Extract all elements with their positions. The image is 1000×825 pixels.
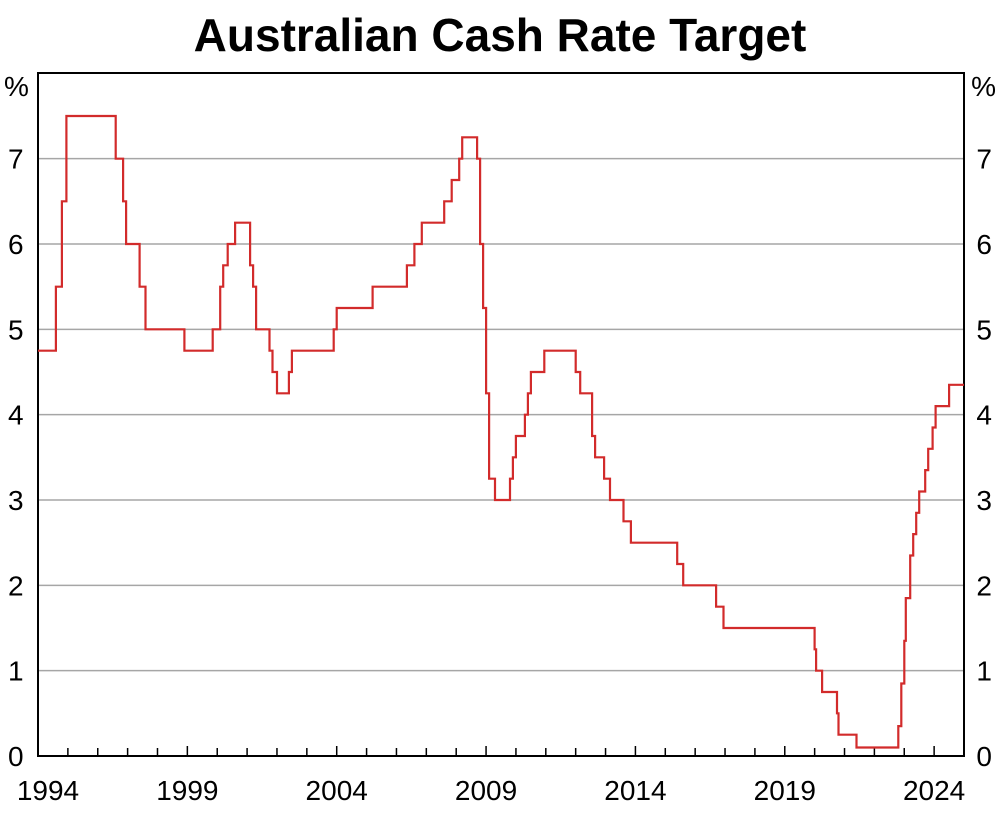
y-tick-label-right: 5 <box>976 314 992 345</box>
y-tick-label-left: 2 <box>8 570 24 601</box>
y-tick-label-left: 5 <box>8 314 24 345</box>
grid-lines <box>38 157 964 672</box>
y-axis-left-unit: % <box>4 71 29 102</box>
y-axis-right-labels: 0 1 2 3 4 5 6 7 <box>976 144 992 772</box>
plot-area-frame <box>37 72 965 757</box>
y-tick-label-right: 4 <box>976 400 992 431</box>
y-axis-left-labels: 0 1 2 3 4 5 6 7 <box>8 144 24 772</box>
y-tick-label-left: 3 <box>8 485 24 516</box>
y-tick-label-left: 1 <box>8 656 24 687</box>
x-axis-labels: 1994 1999 2004 2009 2014 2019 2024 <box>17 775 965 806</box>
cash-rate-series-line <box>38 114 964 749</box>
x-tick-label: 1999 <box>156 775 218 806</box>
x-tick-label: 2009 <box>455 775 517 806</box>
y-tick-label-right: 0 <box>976 741 992 772</box>
y-tick-label-left: 7 <box>8 144 24 175</box>
y-tick-label-left: 6 <box>8 229 24 260</box>
y-tick-label-left: 4 <box>8 400 24 431</box>
x-tick-label: 2024 <box>903 775 965 806</box>
y-tick-label-right: 1 <box>976 656 992 687</box>
y-tick-label-right: 3 <box>976 485 992 516</box>
y-tick-label-left: 0 <box>8 741 24 772</box>
x-axis-ticks <box>37 746 965 756</box>
y-tick-label-right: 7 <box>976 144 992 175</box>
x-tick-label: 2014 <box>604 775 666 806</box>
y-tick-label-right: 2 <box>976 570 992 601</box>
x-tick-label: 2004 <box>306 775 368 806</box>
chart-title: Australian Cash Rate Target <box>193 9 807 61</box>
y-axis-right-unit: % <box>971 71 996 102</box>
x-tick-label: 1994 <box>17 775 79 806</box>
y-tick-label-right: 6 <box>976 229 992 260</box>
x-tick-label: 2019 <box>754 775 816 806</box>
